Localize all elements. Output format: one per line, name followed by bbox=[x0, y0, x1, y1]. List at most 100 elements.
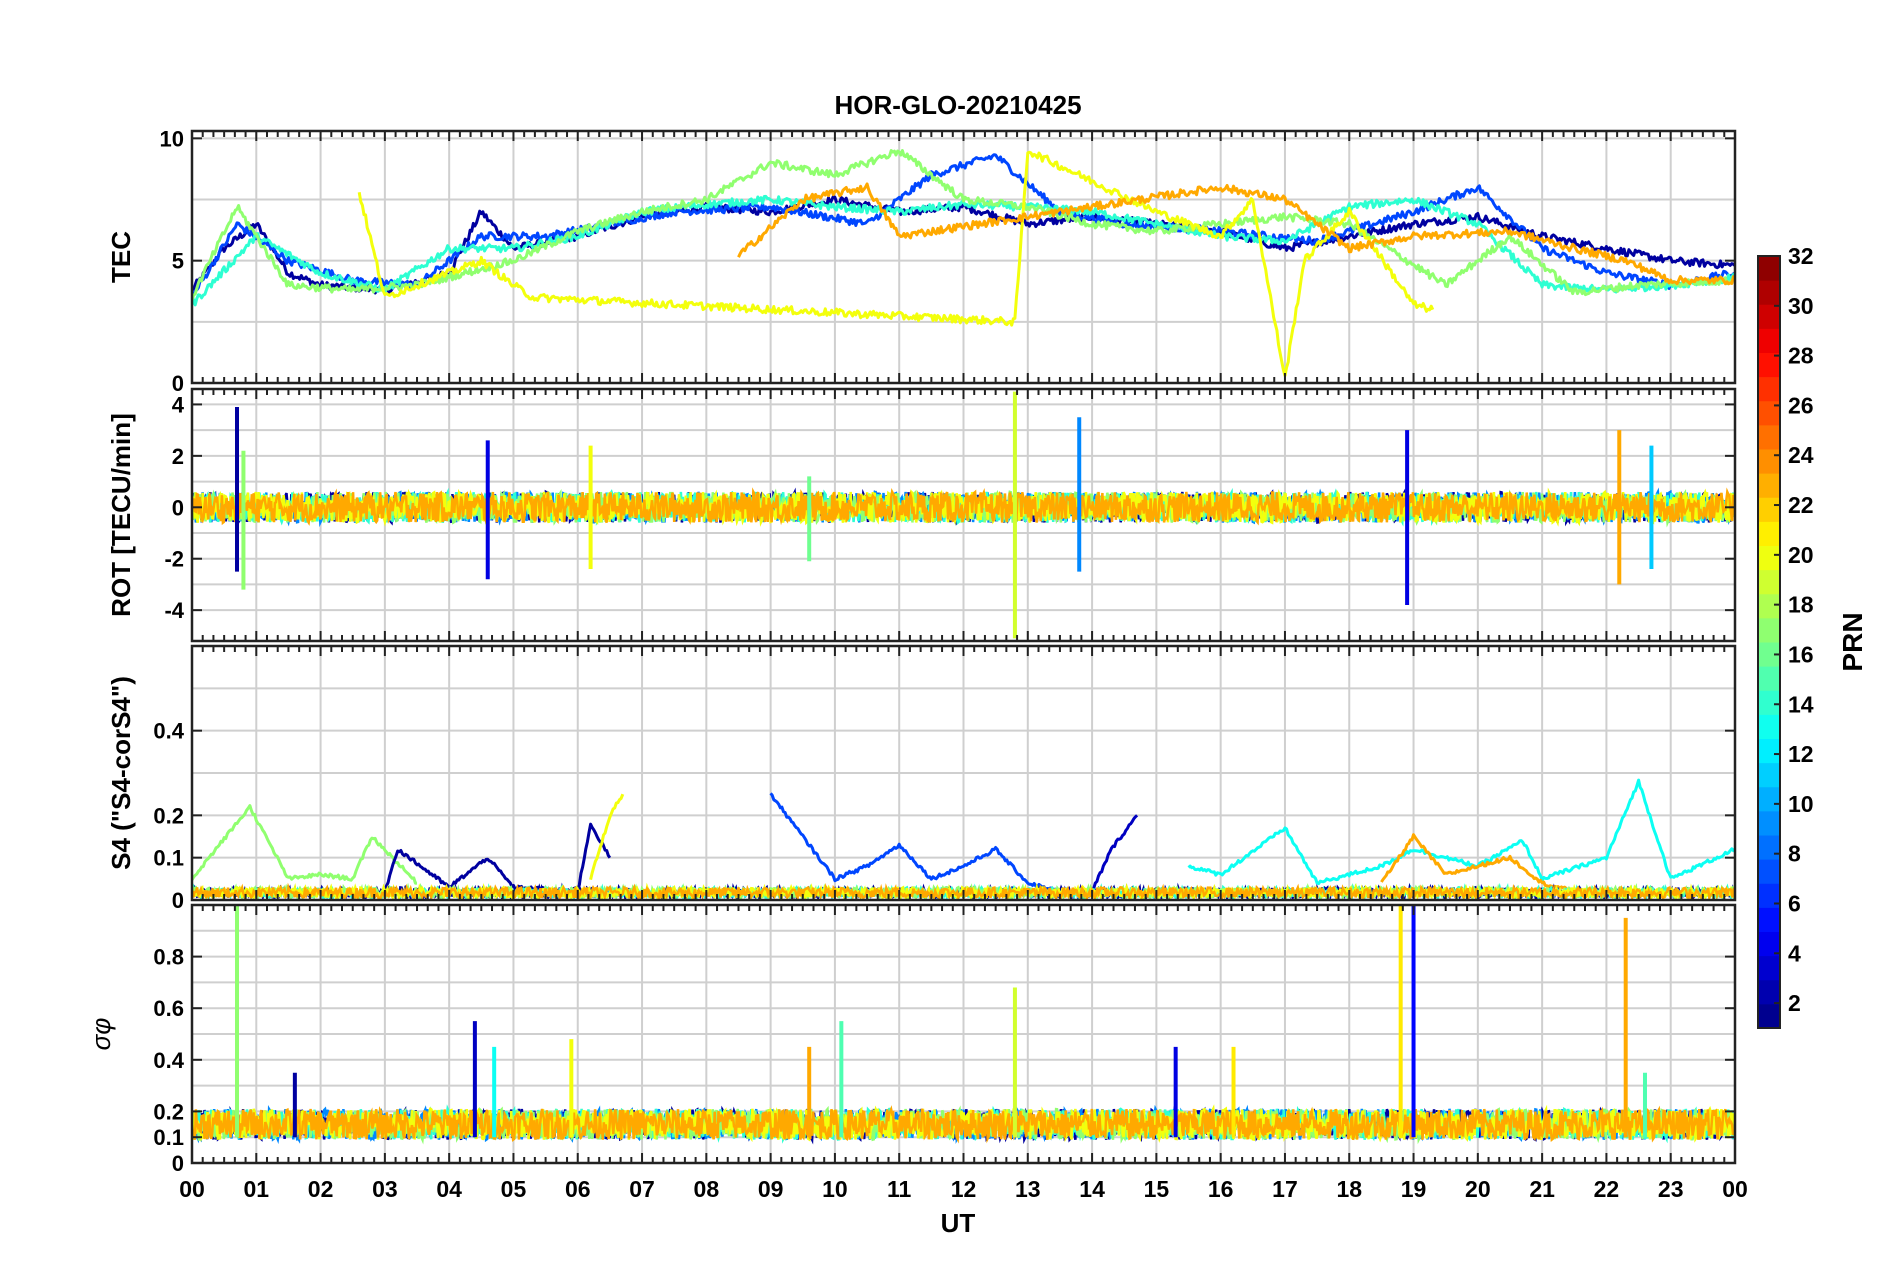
y-axis-label-sigma: σφ bbox=[86, 1018, 116, 1051]
series-prn-7 bbox=[192, 153, 1735, 302]
colorbar-label: PRN bbox=[1837, 612, 1868, 671]
y-tick-label: 0.4 bbox=[153, 1048, 184, 1073]
y-tick-label: 0.8 bbox=[153, 945, 184, 970]
colorbar-segment bbox=[1758, 449, 1780, 474]
colorbar-segment bbox=[1758, 786, 1780, 812]
x-tick-label: 13 bbox=[1015, 1176, 1041, 1202]
colorbar-segment bbox=[1758, 931, 1780, 957]
colorbar-segment bbox=[1758, 328, 1780, 353]
colorbar-segment bbox=[1758, 1003, 1780, 1029]
colorbar-segment bbox=[1758, 256, 1780, 281]
x-tick-label: 12 bbox=[951, 1176, 977, 1202]
x-tick-label: 08 bbox=[694, 1176, 720, 1202]
x-tick-label: 17 bbox=[1272, 1176, 1298, 1202]
series-prn-17 bbox=[192, 149, 1735, 301]
colorbar-tick-label: 26 bbox=[1788, 392, 1814, 418]
x-tick-label: 18 bbox=[1336, 1176, 1362, 1202]
colorbar-segment bbox=[1758, 376, 1780, 402]
y-tick-label: 0.4 bbox=[153, 719, 184, 744]
colorbar-tick-label: 12 bbox=[1788, 741, 1814, 767]
colorbar-tick-label: 32 bbox=[1788, 243, 1814, 269]
colorbar-segment bbox=[1758, 835, 1780, 860]
panel-sigma: 00.10.2 0.4 0.6 0.8 σφ bbox=[86, 903, 1737, 1176]
chart-title: HOR-GLO-20210425 bbox=[834, 90, 1081, 120]
y-tick-label: 2 bbox=[172, 444, 184, 469]
colorbar-segment bbox=[1758, 497, 1780, 522]
colorbar-tick-label: 6 bbox=[1788, 890, 1801, 916]
colorbar-tick-label: 2 bbox=[1788, 990, 1801, 1016]
panel-s4: 0 0.1 0.2 0.4 S4 ("S4-corS4") bbox=[106, 644, 1737, 913]
colorbar-segment bbox=[1758, 642, 1780, 667]
x-tick-label: 06 bbox=[565, 1176, 591, 1202]
colorbar-tick-label: 10 bbox=[1788, 791, 1814, 817]
x-tick-label: 02 bbox=[308, 1176, 334, 1202]
colorbar-tick-label: 8 bbox=[1788, 841, 1801, 867]
colorbar-tick-label: 18 bbox=[1788, 592, 1814, 618]
colorbar-segment bbox=[1758, 714, 1780, 739]
x-tick-label: 19 bbox=[1401, 1176, 1427, 1202]
y-axis-label-s4: S4 ("S4-corS4") bbox=[106, 676, 136, 870]
series-prn-17 bbox=[192, 804, 418, 885]
x-tick-label: 22 bbox=[1594, 1176, 1620, 1202]
y-tick-label: 0.6 bbox=[153, 996, 184, 1021]
colorbar-segment bbox=[1758, 545, 1780, 571]
colorbar-segment bbox=[1758, 955, 1780, 981]
series-prn-3 bbox=[1090, 814, 1139, 892]
colorbar-tick-label: 22 bbox=[1788, 492, 1814, 518]
colorbar-segment bbox=[1758, 979, 1780, 1005]
x-tick-label: 14 bbox=[1079, 1176, 1105, 1202]
series-prn-20 bbox=[589, 793, 625, 881]
series-prn-20 bbox=[357, 150, 1435, 378]
y-tick-label: 0.2 bbox=[153, 1099, 184, 1124]
panel-rot: -4 -2 0 2 4 ROT [TECU/min] bbox=[106, 387, 1737, 643]
x-tick-label: 21 bbox=[1529, 1176, 1555, 1202]
colorbar-segment bbox=[1758, 521, 1780, 546]
y-tick-label: -2 bbox=[164, 547, 184, 572]
colorbar-segment bbox=[1758, 666, 1780, 691]
colorbar-tick-label: 30 bbox=[1788, 293, 1814, 319]
series-prn-7 bbox=[769, 792, 1061, 894]
x-axis-label: UT bbox=[941, 1208, 976, 1238]
colorbar-segment bbox=[1758, 304, 1780, 329]
series-band-prn-23 bbox=[192, 487, 1735, 526]
colorbar-tick-label: 24 bbox=[1788, 442, 1814, 468]
plot-area-rot bbox=[192, 391, 1735, 639]
series-band-prn-23 bbox=[192, 1105, 1735, 1144]
x-tick-label: 16 bbox=[1208, 1176, 1234, 1202]
x-tick-label: 15 bbox=[1144, 1176, 1170, 1202]
colorbar-segment bbox=[1758, 280, 1780, 305]
y-tick-label: 0 bbox=[172, 495, 184, 520]
colorbar-tick-label: 4 bbox=[1788, 940, 1801, 966]
series-prn-13 bbox=[1187, 778, 1735, 886]
plot-area-tec bbox=[192, 149, 1735, 378]
y-tick-label: 4 bbox=[172, 392, 185, 417]
x-tick-label: 10 bbox=[822, 1176, 848, 1202]
colorbar-segment bbox=[1758, 690, 1780, 715]
series-prn-23 bbox=[737, 182, 1735, 286]
colorbar-segment bbox=[1758, 593, 1780, 619]
colorbar-frame bbox=[1757, 255, 1781, 1029]
y-tick-label: 0 bbox=[172, 1151, 184, 1176]
y-tick-label: 0 bbox=[172, 371, 184, 396]
x-tick-label: 23 bbox=[1658, 1176, 1684, 1202]
colorbar-segment bbox=[1758, 907, 1780, 932]
series-band-prn-20 bbox=[192, 487, 1735, 527]
x-tick-label: 05 bbox=[501, 1176, 527, 1202]
colorbar-segment bbox=[1758, 859, 1780, 884]
colorbar-tick-label: 20 bbox=[1788, 542, 1814, 568]
x-tick-label: 11 bbox=[887, 1176, 912, 1202]
colorbar-segment bbox=[1758, 762, 1780, 788]
y-axis-label-tec: TEC bbox=[106, 231, 136, 283]
colorbar-tick-label: 28 bbox=[1788, 343, 1814, 369]
colorbar-segment bbox=[1758, 738, 1780, 764]
panel-tec: 0 5 10 TEC bbox=[106, 126, 1737, 396]
y-tick-label: -4 bbox=[164, 598, 184, 623]
colorbar-segment bbox=[1758, 424, 1780, 450]
y-tick-label: 0 bbox=[172, 888, 184, 913]
colorbar-segment bbox=[1758, 810, 1780, 836]
y-tick-label: 5 bbox=[172, 249, 184, 274]
y-tick-label: 0.1 bbox=[153, 1125, 184, 1150]
